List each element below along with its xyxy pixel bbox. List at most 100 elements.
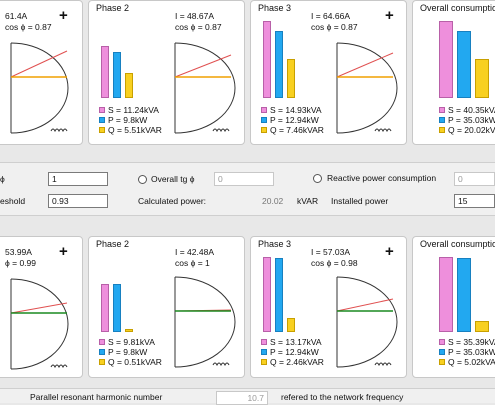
apparent-swatch: [99, 107, 105, 113]
phase3-panel-bottom: Phase 3 I = 57.03A cos ϕ = 0.98 + S = 13…: [250, 236, 407, 378]
threshold-label: eshold: [0, 196, 26, 206]
phase3-bar-chart: [261, 21, 301, 98]
apparent-power-value: S = 14.93kVA: [270, 105, 322, 115]
overall-panel-top: Overall consumption S = 40.35kVA P = 35.…: [412, 0, 495, 145]
reactive-power-value: Q = 0.51kVAR: [108, 357, 162, 367]
apparent-power-value: S = 35.39kVA: [448, 337, 495, 347]
inductor-icon: [212, 128, 230, 133]
phase3-title: Phase 3: [258, 3, 292, 13]
add-icon[interactable]: +: [59, 7, 68, 24]
phase2-cos: cos ϕ = 0.87: [175, 22, 222, 32]
phasor-diagram: [336, 276, 398, 368]
reactive-swatch: [261, 127, 267, 133]
reactive-swatch: [261, 359, 267, 365]
phase2-legend: S = 11.24kVA P = 9.8kW Q = 5.51kVAR: [99, 105, 162, 135]
inductor-icon: [212, 362, 230, 367]
overall-title: Overall consumption: [420, 3, 495, 13]
phase3-cos: cos ϕ = 0.87: [311, 22, 358, 32]
apparent-power-bar: [439, 21, 453, 98]
active-swatch: [439, 349, 445, 355]
reactive-power-input[interactable]: 0: [454, 172, 495, 186]
calculated-power-label: Calculated power:: [138, 196, 207, 206]
installed-power-input[interactable]: 15: [454, 194, 495, 208]
installed-power-label: Installed power: [331, 196, 389, 206]
network-frequency-label: refered to the network frequency: [281, 392, 404, 402]
reactive-power-bar: [125, 73, 133, 98]
phase3-legend: S = 14.93kVA P = 12.94kW Q = 7.46kVAR: [261, 105, 324, 135]
phase2-legend: S = 9.81kVA P = 9.8kW Q = 0.51kVAR: [99, 337, 162, 367]
overall-tg-input[interactable]: 0: [214, 172, 274, 186]
active-power-bar: [457, 258, 471, 332]
reactive-swatch: [439, 359, 445, 365]
reactive-power-radio[interactable]: [313, 174, 322, 183]
phase2-bar-chart: [99, 31, 139, 98]
phase1-current: 53.99A: [5, 247, 32, 257]
active-power-value: P = 12.94kW: [270, 115, 319, 125]
phase2-current: I = 42.48A: [175, 247, 214, 257]
active-power-value: P = 9.8kW: [108, 347, 148, 357]
apparent-swatch: [261, 107, 267, 113]
active-swatch: [261, 117, 267, 123]
overall-title: Overall consumption: [420, 239, 495, 249]
calculated-power-value: 20.02: [262, 196, 284, 206]
active-power-value: P = 35.03kW: [448, 347, 495, 357]
apparent-power-bar: [101, 284, 109, 332]
phasor-diagram: [174, 42, 236, 134]
reactive-swatch: [439, 127, 445, 133]
apparent-swatch: [439, 339, 445, 345]
phase1-panel-top: 61.4A cos ϕ = 0.87 +: [0, 0, 83, 145]
apparent-power-bar: [101, 46, 109, 98]
inductor-icon: [50, 364, 68, 369]
overall-tg-label: Overall tg ϕ: [151, 174, 195, 184]
active-power-value: P = 35.03kW: [448, 115, 495, 125]
resonant-harmonic-input[interactable]: 10.7: [216, 391, 268, 405]
reactive-power-value: Q = 7.46kVAR: [270, 125, 324, 135]
phase1-current: 61.4A: [5, 11, 28, 21]
apparent-swatch: [439, 107, 445, 113]
footer-bar: Parallel resonant harmonic number 10.7 r…: [0, 388, 495, 405]
overall-bar-chart: [439, 21, 495, 98]
apparent-power-bar: [263, 21, 271, 98]
overall-panel-bottom: Overall consumption S = 35.39kVA P = 35.…: [412, 236, 495, 378]
apparent-swatch: [99, 339, 105, 345]
phasor-diagram: [174, 276, 236, 368]
active-swatch: [261, 349, 267, 355]
active-swatch: [439, 117, 445, 123]
phase3-legend: S = 13.17kVA P = 12.94kW Q = 2.46kVAR: [261, 337, 324, 367]
apparent-power-bar: [263, 257, 271, 332]
reactive-swatch: [99, 359, 105, 365]
reactive-power-bar: [125, 329, 133, 332]
add-icon[interactable]: +: [59, 243, 68, 260]
resonant-harmonic-label: Parallel resonant harmonic number: [30, 392, 163, 402]
phase3-current: I = 64.66A: [311, 11, 350, 21]
active-power-bar: [275, 258, 283, 332]
overall-tg-radio[interactable]: [138, 175, 147, 184]
reactive-power-bar: [287, 318, 295, 332]
reactive-power-label: Reactive power consumption: [327, 173, 437, 183]
reactive-power-bar: [475, 321, 489, 332]
overall-bar-chart: [439, 257, 495, 332]
phase2-bar-chart: [99, 267, 139, 332]
apparent-power-value: S = 13.17kVA: [270, 337, 322, 347]
phasor-diagram: [336, 42, 398, 134]
add-icon[interactable]: +: [385, 7, 394, 24]
phase2-title: Phase 2: [96, 239, 130, 249]
phase1-cos: ϕ = 0.99: [5, 258, 36, 268]
active-swatch: [99, 349, 105, 355]
tg-phi-input[interactable]: 1: [48, 172, 108, 186]
tg-label: ϕ: [0, 174, 5, 184]
phase3-title: Phase 3: [258, 239, 292, 249]
active-power-bar: [457, 31, 471, 98]
threshold-input[interactable]: 0.93: [48, 194, 108, 208]
phase2-panel-bottom: Phase 2 I = 42.48A cos ϕ = 1 S = 9.81kVA…: [88, 236, 245, 378]
inductor-icon: [374, 128, 392, 133]
phase1-cos: cos ϕ = 0.87: [5, 22, 52, 32]
phase3-bar-chart: [261, 257, 301, 332]
inductor-icon: [50, 128, 68, 133]
apparent-power-value: S = 11.24kVA: [108, 105, 159, 115]
phasor-diagram: [10, 42, 69, 134]
add-icon[interactable]: +: [385, 243, 394, 260]
phasor-diagram: [10, 278, 69, 370]
